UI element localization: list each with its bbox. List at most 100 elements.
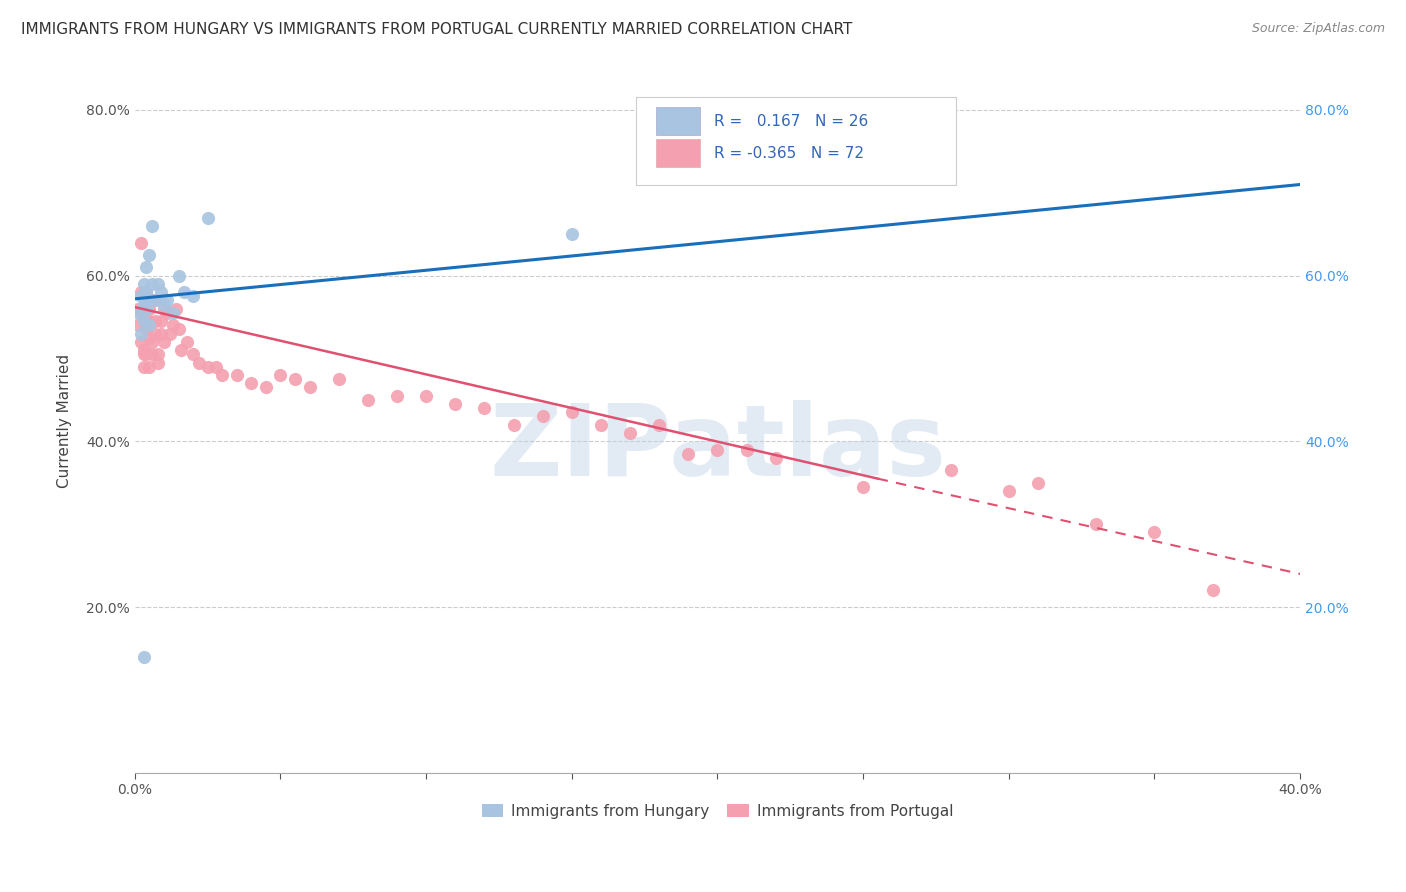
FancyBboxPatch shape — [655, 139, 700, 167]
Point — [561, 227, 583, 242]
Point — [197, 211, 219, 225]
Point — [156, 306, 179, 320]
Point — [156, 293, 179, 308]
Point — [153, 298, 176, 312]
Point — [129, 235, 152, 250]
Point — [254, 380, 277, 394]
Point — [135, 322, 157, 336]
Point — [502, 417, 524, 432]
Point — [135, 318, 157, 333]
Point — [1085, 517, 1108, 532]
Y-axis label: Currently Married: Currently Married — [58, 353, 72, 488]
Point — [138, 331, 160, 345]
Point — [138, 301, 160, 316]
Point — [138, 318, 160, 333]
Point — [240, 376, 263, 391]
Point — [284, 372, 307, 386]
Point — [167, 268, 190, 283]
Point — [939, 463, 962, 477]
Point — [129, 334, 152, 349]
Point — [132, 649, 155, 664]
Point — [385, 389, 408, 403]
Point — [211, 368, 233, 382]
Point — [150, 326, 173, 341]
Point — [135, 260, 157, 275]
Point — [141, 277, 163, 291]
Point — [129, 326, 152, 341]
FancyBboxPatch shape — [655, 107, 700, 136]
Point — [138, 359, 160, 374]
Point — [170, 343, 193, 358]
Point — [146, 347, 169, 361]
Point — [132, 277, 155, 291]
Point — [444, 397, 467, 411]
Point — [997, 484, 1019, 499]
Point — [132, 314, 155, 328]
Point — [129, 306, 152, 320]
Point — [141, 347, 163, 361]
Point — [357, 392, 380, 407]
Point — [648, 417, 671, 432]
Text: IMMIGRANTS FROM HUNGARY VS IMMIGRANTS FROM PORTUGAL CURRENTLY MARRIED CORRELATIO: IMMIGRANTS FROM HUNGARY VS IMMIGRANTS FR… — [21, 22, 852, 37]
Point — [162, 318, 184, 333]
Point — [162, 306, 184, 320]
Point — [706, 442, 728, 457]
Point — [561, 405, 583, 419]
Point — [415, 389, 437, 403]
Point — [852, 480, 875, 494]
Text: R = -0.365   N = 72: R = -0.365 N = 72 — [714, 145, 863, 161]
Point — [678, 447, 700, 461]
Point — [132, 314, 155, 328]
Point — [1202, 583, 1225, 598]
Point — [138, 314, 160, 328]
Point — [132, 347, 155, 361]
Point — [531, 409, 554, 424]
Point — [132, 343, 155, 358]
Point — [589, 417, 612, 432]
Point — [269, 368, 291, 382]
Point — [167, 322, 190, 336]
Point — [153, 334, 176, 349]
Point — [298, 380, 321, 394]
Point — [146, 356, 169, 370]
Point — [176, 334, 198, 349]
Point — [135, 347, 157, 361]
Point — [205, 359, 228, 374]
Point — [146, 277, 169, 291]
Point — [150, 285, 173, 300]
Point — [735, 442, 758, 457]
Point — [181, 289, 204, 303]
Point — [138, 248, 160, 262]
Point — [165, 301, 187, 316]
Point — [1143, 525, 1166, 540]
Point — [141, 334, 163, 349]
Point — [619, 425, 641, 440]
Point — [187, 356, 209, 370]
Point — [129, 289, 152, 303]
Point — [132, 359, 155, 374]
Point — [474, 401, 496, 416]
Point — [328, 372, 350, 386]
Point — [143, 293, 166, 308]
Point — [765, 450, 787, 465]
Point — [181, 347, 204, 361]
Point — [129, 285, 152, 300]
FancyBboxPatch shape — [636, 96, 956, 185]
Point — [143, 293, 166, 308]
Point — [135, 285, 157, 300]
Point — [132, 301, 155, 316]
Point — [138, 293, 160, 308]
Point — [143, 314, 166, 328]
Point — [150, 314, 173, 328]
Point — [135, 301, 157, 316]
Point — [135, 285, 157, 300]
Point — [153, 301, 176, 316]
Point — [127, 318, 149, 333]
Point — [159, 326, 181, 341]
Point — [127, 301, 149, 316]
Point — [132, 298, 155, 312]
Point — [197, 359, 219, 374]
Text: R =   0.167   N = 26: R = 0.167 N = 26 — [714, 114, 868, 128]
Point — [141, 293, 163, 308]
Point — [127, 306, 149, 320]
